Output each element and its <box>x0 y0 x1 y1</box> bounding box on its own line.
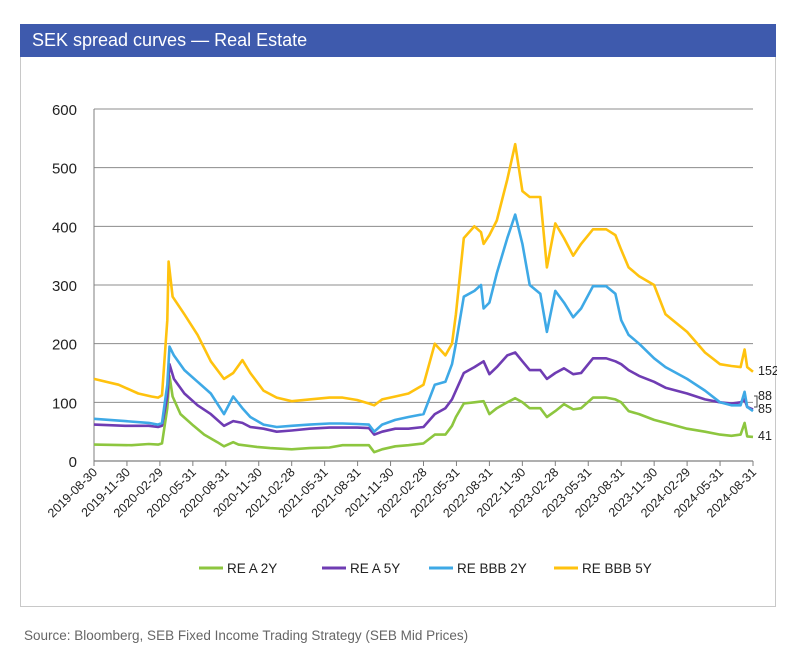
end-value-label: 152 <box>758 364 777 378</box>
y-tick-label: 200 <box>52 337 77 354</box>
end-value-label: 85 <box>758 402 772 416</box>
legend-label: RE A 5Y <box>350 561 400 576</box>
y-tick-label: 600 <box>52 102 77 119</box>
chart-title: SEK spread curves — Real Estate <box>32 30 308 50</box>
y-tick-label: 400 <box>52 219 77 236</box>
series-line <box>93 351 754 436</box>
end-value-label: 88 <box>758 389 772 403</box>
end-value-label: 41 <box>758 429 772 443</box>
source-note: Source: Bloomberg, SEB Fixed Income Trad… <box>24 628 469 643</box>
y-tick-label: 100 <box>52 395 77 412</box>
title-bar: SEK spread curves — Real Estate <box>20 24 776 57</box>
y-tick-label: 300 <box>52 278 77 295</box>
chart-frame: 0 100 200 300 400 500 600 2019-08-30 2019-11-30 2… <box>20 57 777 607</box>
legend-label: RE BBB 5Y <box>582 561 652 576</box>
y-tick-label: 0 <box>69 454 77 471</box>
label-bracket <box>754 395 758 408</box>
series-line <box>93 213 754 433</box>
series-line <box>93 374 754 454</box>
chart-svg: 01002003004005006002019-08-302019-11-302… <box>45 102 777 576</box>
series-line <box>93 142 754 407</box>
legend-label: RE BBB 2Y <box>457 561 527 576</box>
y-tick-label: 500 <box>52 161 77 178</box>
legend-label: RE A 2Y <box>227 561 277 576</box>
